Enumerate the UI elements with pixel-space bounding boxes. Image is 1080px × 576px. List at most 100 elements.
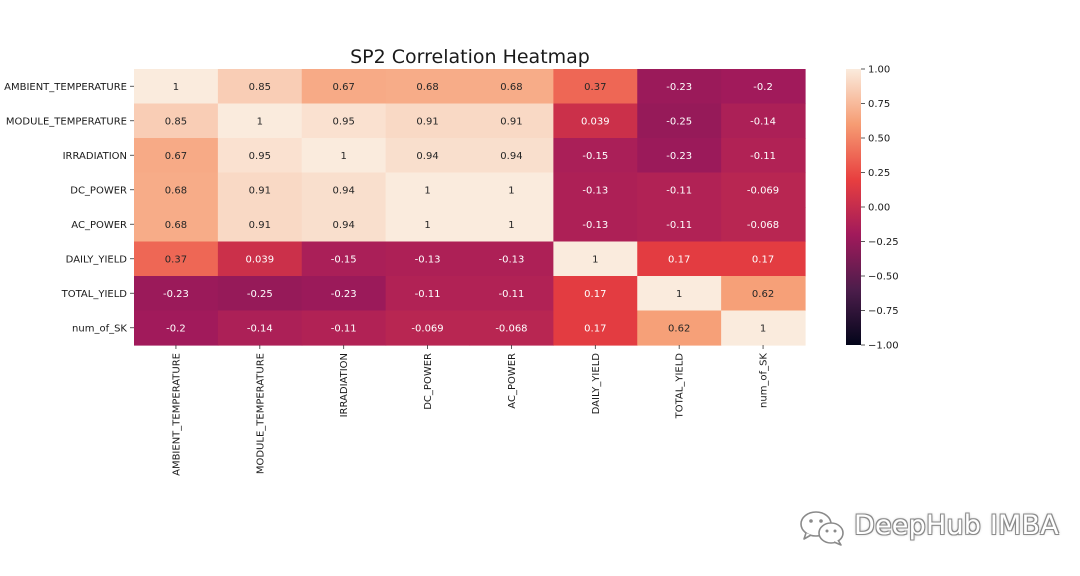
row-labels: AMBIENT_TEMPERATURE MODULE_TEMPERATURE IRR… xyxy=(4,82,134,334)
heatmap-cell xyxy=(134,276,219,312)
heatmap-cell-label: 1 xyxy=(508,220,514,231)
column-label: MODULE_TEMPERATURE xyxy=(255,353,266,474)
heatmap-cell-label: -0.14 xyxy=(750,116,776,127)
colorbar-ticks: 1.00 0.75 0.50 0.25 0.00 −0.25 −0.50 −0.75 −1.00 xyxy=(861,65,899,352)
heatmap-cell-label: -0.13 xyxy=(582,220,608,231)
colorbar-tick-label: −1.00 xyxy=(868,341,899,352)
colorbar-tick-label: −0.50 xyxy=(868,272,899,283)
heatmap-cell-label: -0.25 xyxy=(666,116,692,127)
heatmap-cell-label: 0.67 xyxy=(165,151,187,162)
heatmap-cell-label: 1 xyxy=(592,254,598,265)
heatmap-cell-label: 0.95 xyxy=(249,151,271,162)
colorbar-tick-label: −0.25 xyxy=(868,237,899,248)
heatmap-cell-label: -0.069 xyxy=(747,185,779,196)
heatmap-cell xyxy=(301,310,387,346)
heatmap-cell xyxy=(301,276,387,312)
heatmap-cell xyxy=(469,276,554,312)
heatmap-cell-label: 0.37 xyxy=(584,82,606,93)
heatmap-cell-label: -0.11 xyxy=(499,289,525,300)
heatmap-cell-label: 0.91 xyxy=(249,220,271,231)
wechat-icon xyxy=(800,511,844,546)
heatmap-cell-label: 1 xyxy=(508,185,514,196)
column-label: TOTAL_YIELD xyxy=(675,353,686,420)
heatmap-cell-label: 0.85 xyxy=(165,116,187,127)
heatmap-cell-label: 1 xyxy=(760,323,766,334)
heatmap-cell-label: -0.2 xyxy=(753,82,773,93)
heatmap-cell xyxy=(553,207,638,243)
heatmap-cell-label: 0.17 xyxy=(668,254,690,265)
colorbar: 1.00 0.75 0.50 0.25 0.00 −0.25 −0.50 −0.75 −1.00 xyxy=(846,65,899,352)
heatmap-cell xyxy=(134,172,219,208)
heatmap-cell xyxy=(637,276,722,312)
heatmap-cell xyxy=(469,69,554,105)
heatmap-cell-label: -0.15 xyxy=(582,151,608,162)
heatmap-cell-label: -0.13 xyxy=(499,254,525,265)
heatmap-cell xyxy=(637,172,722,208)
heatmap-cells: 1 0.85 0.67 0.68 0.68 0.37 -0.23 -0.2 0.85 1 0.95 0… xyxy=(134,69,806,346)
colorbar-tick-label: −0.75 xyxy=(868,306,899,317)
column-labels: AMBIENT_TEMPERATURE MODULE_TEMPERATURE IRR… xyxy=(171,345,770,476)
heatmap-cell-label: 0.68 xyxy=(416,82,438,93)
heatmap-cell xyxy=(385,103,471,139)
heatmap-cell xyxy=(721,103,806,139)
row-label: DC_POWER xyxy=(70,185,127,196)
heatmap-cell-label: 0.94 xyxy=(333,185,355,196)
heatmap-cell xyxy=(721,207,806,243)
heatmap-cell-label: -0.069 xyxy=(411,323,443,334)
heatmap-cell xyxy=(469,310,554,346)
heatmap-cell-label: -0.2 xyxy=(166,323,186,334)
heatmap-cell xyxy=(217,172,303,208)
heatmap-cell xyxy=(553,172,638,208)
heatmap-cell xyxy=(134,310,219,346)
heatmap-cell xyxy=(301,172,387,208)
heatmap-cell-label: 0.17 xyxy=(584,323,606,334)
heatmap-cell-label: 1 xyxy=(173,82,179,93)
heatmap-cell xyxy=(637,241,722,277)
colorbar-tick-label: 0.50 xyxy=(868,134,890,145)
row-label: DAILY_YIELD xyxy=(66,254,128,265)
heatmap-cell xyxy=(134,69,219,105)
heatmap-cell xyxy=(301,69,387,105)
heatmap-cell-label: 0.67 xyxy=(333,82,355,93)
heatmap-cell-label: -0.23 xyxy=(163,289,189,300)
heatmap-cell xyxy=(721,241,806,277)
heatmap-cell xyxy=(553,138,638,174)
heatmap-cell xyxy=(217,276,303,312)
heatmap-cell-label: 0.91 xyxy=(249,185,271,196)
heatmap-cell xyxy=(721,310,806,346)
heatmap-cell xyxy=(721,172,806,208)
heatmap-cell xyxy=(301,138,387,174)
heatmap-cell xyxy=(637,310,722,346)
heatmap-cell-label: 0.039 xyxy=(581,116,610,127)
heatmap-cell-label: 0.37 xyxy=(165,254,187,265)
heatmap-cell xyxy=(134,103,219,139)
heatmap-cell-label: 0.17 xyxy=(752,254,774,265)
heatmap-cell xyxy=(301,207,387,243)
colorbar-tick-label: 1.00 xyxy=(868,65,890,76)
heatmap-cell xyxy=(217,138,303,174)
row-label: num_of_SK xyxy=(72,323,127,334)
heatmap-cell-label: 0.68 xyxy=(165,185,187,196)
column-label: AMBIENT_TEMPERATURE xyxy=(171,353,182,476)
heatmap-cell xyxy=(217,241,303,277)
row-label: AMBIENT_TEMPERATURE xyxy=(4,82,127,93)
row-label: TOTAL_YIELD xyxy=(61,289,128,300)
heatmap-cell xyxy=(553,103,638,139)
heatmap-cell-label: -0.15 xyxy=(331,254,357,265)
heatmap-cell-label: -0.23 xyxy=(331,289,357,300)
column-label: DAILY_YIELD xyxy=(591,353,602,415)
heatmap-cell xyxy=(217,69,303,105)
watermark: DeepHub IMBA xyxy=(796,508,1059,548)
heatmap-cell-label: -0.13 xyxy=(415,254,441,265)
heatmap-cell xyxy=(301,241,387,277)
heatmap-cell-label: 0.94 xyxy=(333,220,355,231)
heatmap-cell xyxy=(637,138,722,174)
heatmap-cell xyxy=(553,310,638,346)
watermark-text: DeepHub IMBA xyxy=(854,510,1059,541)
heatmap-cell-label: 1 xyxy=(424,220,430,231)
heatmap-cell-label: -0.14 xyxy=(247,323,273,334)
heatmap-cell xyxy=(469,103,554,139)
heatmap-cell-label: 0.94 xyxy=(500,151,522,162)
colorbar-tick-label: 0.00 xyxy=(868,203,890,214)
